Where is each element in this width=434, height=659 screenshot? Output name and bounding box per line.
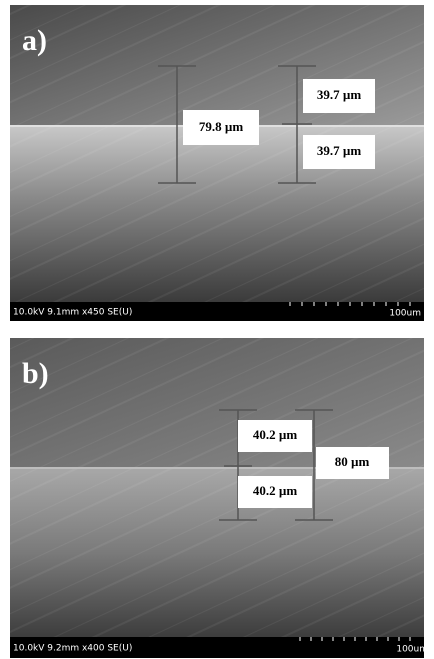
footer: 10.0kV 9.1mm x450 SE(U) bbox=[13, 308, 132, 318]
measurement: 79.8 µm bbox=[199, 119, 243, 134]
scale-bar-label: 100um bbox=[396, 645, 428, 655]
texture bbox=[10, 338, 424, 638]
measurement: 80 µm bbox=[335, 454, 370, 469]
panel-a: a) 79.8 µm 39.7 µm 39.7 µm 10.0kV 9.1mm … bbox=[10, 5, 424, 321]
figure: a) 79.8 µm 39.7 µm 39.7 µm 10.0kV 9.1mm … bbox=[0, 0, 434, 659]
measurement: 40.2 µm bbox=[253, 427, 297, 442]
scale-bar-label: 100um bbox=[389, 309, 421, 319]
footer: 10.0kV 9.2mm x400 SE(U) bbox=[13, 644, 132, 654]
measurement: 39.7 µm bbox=[317, 143, 361, 158]
measurement: 39.7 µm bbox=[317, 87, 361, 102]
panel-label: b) bbox=[22, 357, 49, 390]
panel-label: a) bbox=[22, 24, 47, 57]
panel-b: b) 40.2 µm 40.2 µm 80 µm 10.0kV 9.2mm x4… bbox=[10, 338, 428, 658]
measurement: 40.2 µm bbox=[253, 483, 297, 498]
